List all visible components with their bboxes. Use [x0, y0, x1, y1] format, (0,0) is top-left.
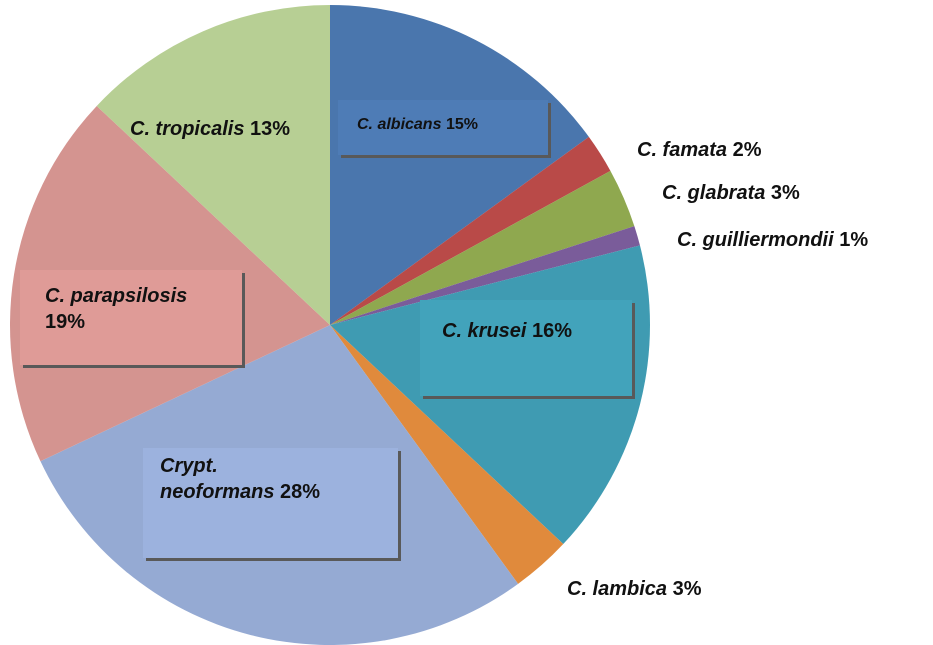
- category-label: C. parapsilosis: [45, 285, 188, 307]
- value-label: 3%: [672, 578, 702, 600]
- category-label: C. glabrata: [662, 182, 766, 204]
- value-label: 28%: [280, 481, 321, 503]
- value-label: 2%: [732, 139, 762, 161]
- slice-label: C. lambica 3%: [567, 576, 767, 602]
- slice-label: C. parapsilosis 19%: [45, 283, 220, 335]
- slice: [330, 5, 589, 325]
- slice: [330, 325, 564, 584]
- label-box: [20, 270, 242, 365]
- slice-label: C. albicans 15%: [357, 112, 557, 138]
- slice-label: C. guilliermondii 1%: [677, 227, 933, 253]
- slice-label: C. krusei 16%: [442, 318, 642, 344]
- value-label: 3%: [770, 182, 800, 204]
- category-label: C. guilliermondii: [677, 229, 834, 251]
- value-label: 1%: [839, 229, 869, 251]
- slice: [330, 226, 640, 325]
- slice-label: C. glabrata 3%: [662, 180, 862, 206]
- value-label: 16%: [532, 320, 573, 342]
- value-label: 19%: [45, 311, 86, 333]
- value-label: 13%: [250, 118, 291, 140]
- label-box: [420, 300, 632, 396]
- category-label: C. tropicalis: [130, 118, 245, 140]
- category-label: C. albicans: [357, 116, 442, 133]
- category-label: Crypt. neoformans: [160, 455, 275, 503]
- category-label: C. lambica: [567, 578, 668, 600]
- category-label: C. krusei: [442, 320, 527, 342]
- value-label: 15%: [445, 116, 478, 133]
- slice: [96, 5, 330, 325]
- slice-label: C. tropicalis 13%: [130, 116, 360, 142]
- slice-label: Crypt. neoformans 28%: [160, 453, 335, 505]
- slice-label: C. famata 2%: [637, 137, 837, 163]
- slice: [330, 136, 611, 325]
- category-label: C. famata: [637, 139, 728, 161]
- slice: [330, 170, 635, 325]
- label-box: [338, 100, 548, 155]
- label-box: [143, 448, 398, 558]
